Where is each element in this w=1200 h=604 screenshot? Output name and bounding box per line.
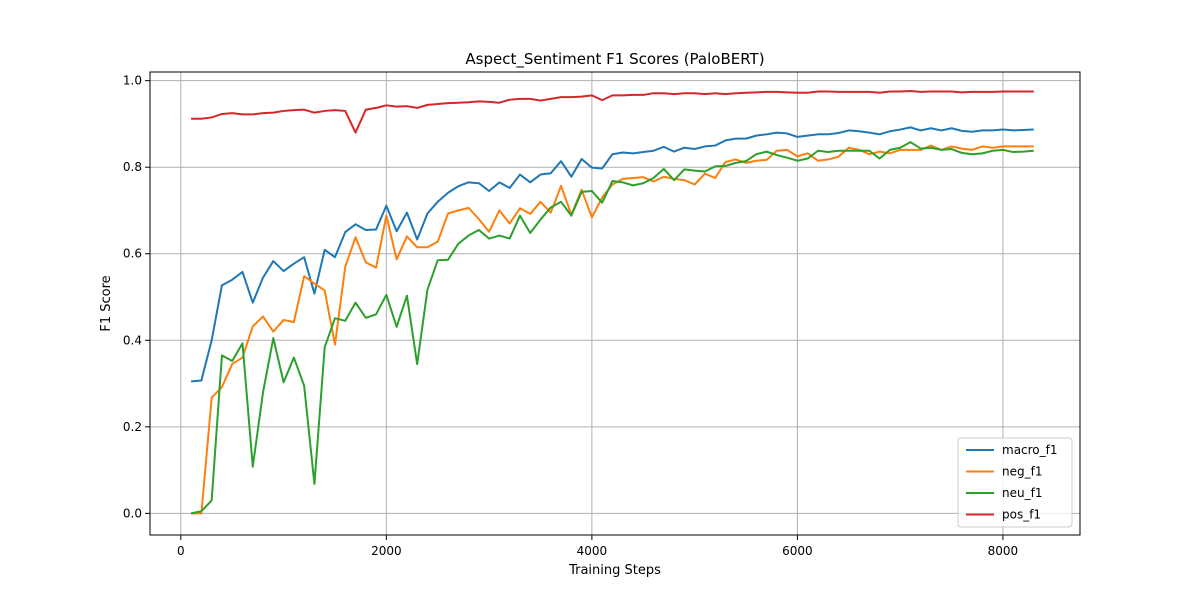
legend-label: neu_f1 [1002, 486, 1042, 500]
y-tick-label: 0.6 [123, 247, 142, 261]
x-tick-label: 4000 [577, 544, 608, 558]
legend-box [957, 437, 1073, 528]
y-tick-label: 0.8 [123, 160, 142, 174]
series-line-neu-f1 [190, 141, 1034, 515]
y-tick-label: 0.0 [123, 506, 142, 520]
series-line-pos-f1 [191, 90, 1034, 134]
legend: macro_f1 neg_f1 neu_f1 pos_f1 [957, 437, 1073, 528]
legend-label: macro_f1 [1002, 443, 1058, 457]
legend-label: pos_f1 [1002, 508, 1041, 522]
x-tick-label: 8000 [988, 544, 1019, 558]
y-tick-label: 0.2 [123, 420, 142, 434]
x-tick-label: 0 [177, 544, 185, 558]
y-tick-label: 1.0 [123, 74, 142, 88]
legend-label: neg_f1 [1002, 465, 1042, 479]
series-lines [190, 90, 1034, 515]
series-line-macro-f1 [191, 126, 1034, 383]
grid [150, 72, 1080, 535]
x-axis-label: Training Steps [568, 563, 661, 578]
y-tick-label: 0.4 [123, 333, 142, 347]
plot-frame [149, 71, 1081, 536]
y-axis-label: F1 Score [99, 275, 114, 331]
chart-title: Aspect_Sentiment F1 Scores (PaloBERT) [465, 50, 764, 69]
x-tick-label: 6000 [782, 544, 813, 558]
x-tick-label: 2000 [371, 544, 402, 558]
axis-ticks: 0 2000 4000 6000 8000 0.0 0.2 0.4 0.6 0.8 1.0 [123, 74, 1018, 558]
